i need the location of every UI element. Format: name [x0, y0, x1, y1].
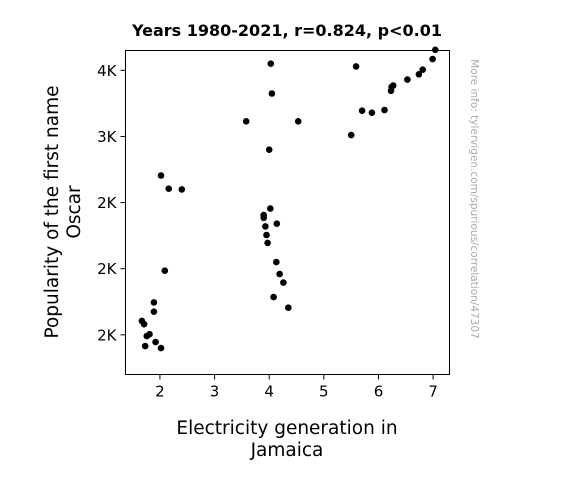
data-point-18: [264, 239, 271, 247]
y-tick-label-2: 2K: [97, 194, 118, 212]
data-point-19: [265, 146, 273, 153]
data-point-27: [280, 279, 287, 286]
data-point-13: [242, 118, 250, 125]
data-point-4: [146, 330, 153, 338]
data-point-1: [140, 320, 148, 328]
data-point-16: [262, 223, 269, 230]
data-point-26: [276, 270, 283, 278]
data-point-10: [157, 172, 165, 179]
x-tick-label-4: 6: [374, 383, 384, 401]
data-point-20: [267, 205, 274, 212]
data-point-31: [352, 63, 360, 70]
data-point-8: [157, 344, 165, 352]
y-tick-label-3: 3K: [97, 128, 118, 146]
data-point-23: [270, 293, 277, 301]
y-tick-label-4: 4K: [97, 62, 118, 80]
x-axis-ticks: 2 3 4 5 6 7: [155, 374, 438, 401]
x-tick-label-0: 2: [155, 383, 165, 401]
y-axis-label-line1: Popularity of the first name: [42, 85, 63, 338]
data-point-6: [150, 299, 158, 306]
data-point-41: [429, 55, 436, 63]
data-point-34: [381, 106, 388, 114]
chart-title: Years 1980-2021, r=0.824, p<0.01: [131, 21, 442, 40]
watermark-text: More info: tylervigen.com/spurious/corre…: [468, 59, 480, 339]
data-point-17: [263, 231, 270, 239]
data-point-24: [273, 258, 280, 266]
x-axis-label-line1: Electricity generation in: [176, 418, 397, 439]
data-points: [138, 46, 439, 352]
y-tick-label-0: 2K: [97, 326, 118, 344]
data-point-37: [389, 82, 397, 89]
data-point-38: [404, 76, 411, 83]
data-point-7: [152, 338, 159, 346]
data-point-42: [432, 46, 439, 54]
data-point-15: [260, 211, 268, 219]
x-tick-label-1: 3: [210, 383, 220, 401]
data-point-30: [347, 131, 355, 139]
x-tick-label-3: 5: [319, 383, 329, 401]
plot-area: [125, 50, 450, 375]
y-tick-label-1: 2K: [97, 260, 118, 278]
data-point-9: [161, 267, 169, 275]
x-axis-label-line2: Jamaica: [250, 440, 324, 461]
data-point-11: [165, 185, 172, 192]
x-tick-label-5: 7: [428, 383, 438, 401]
data-point-25: [273, 220, 281, 227]
data-point-22: [268, 90, 276, 97]
data-point-2: [141, 342, 149, 350]
data-point-12: [178, 186, 186, 193]
y-axis-label-line2: Oscar: [64, 185, 85, 239]
data-point-28: [285, 304, 292, 312]
y-axis-ticks: 2K 2K 2K 3K 4K: [97, 62, 126, 344]
data-point-40: [419, 66, 427, 73]
data-point-32: [358, 107, 366, 114]
x-tick-label-2: 4: [264, 383, 274, 401]
data-point-33: [368, 109, 376, 116]
data-point-5: [150, 308, 158, 316]
data-point-21: [267, 60, 275, 67]
data-point-29: [294, 118, 302, 125]
data-point-39: [415, 71, 423, 78]
